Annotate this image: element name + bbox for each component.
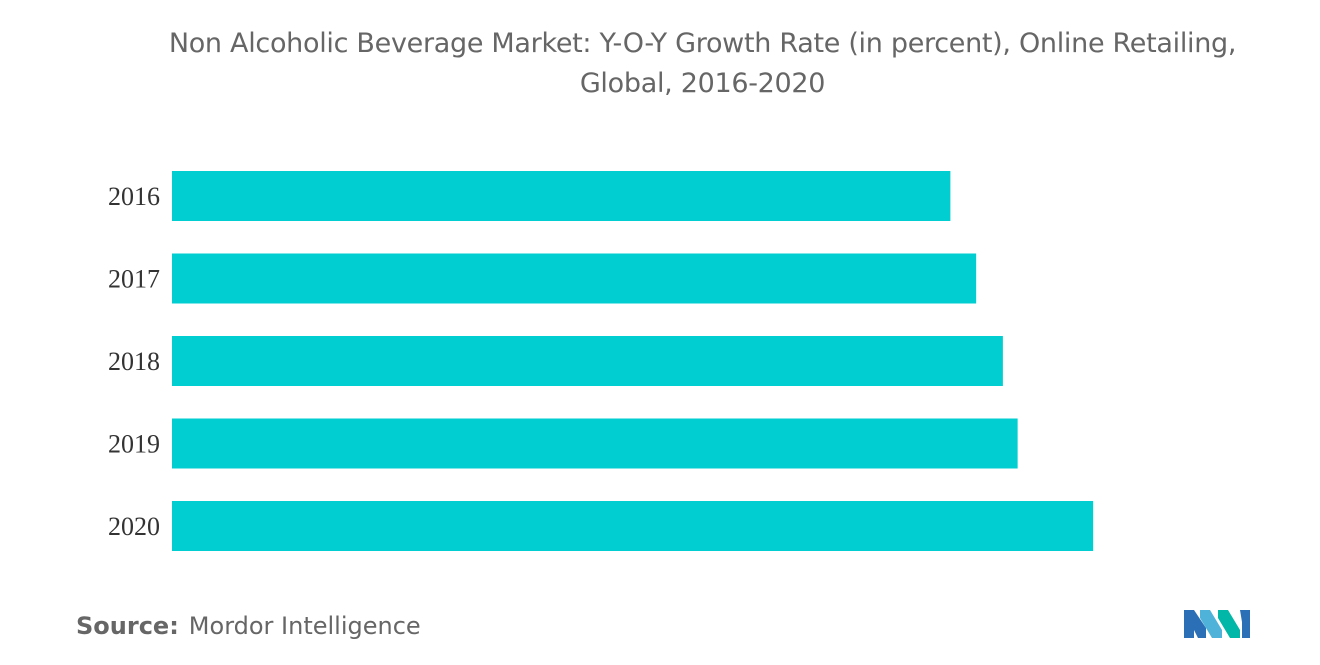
mordor-intelligence-logo-icon [1184,604,1250,642]
chart-title-line-1: Non Alcoholic Beverage Market: Y-O-Y Gro… [168,28,1237,59]
bar-2020 [172,501,1094,551]
chart-title-line-2: Global, 2016-2020 [579,68,826,99]
category-label-2017: 2017 [108,265,160,294]
source-label: Source: [76,612,179,640]
bar-2016 [172,171,951,221]
bar-2018 [172,336,1003,386]
chart-title: Non Alcoholic Beverage Market: Y-O-Y Gro… [80,24,1320,104]
category-label-2019: 2019 [108,430,160,459]
source-note: Source: Mordor Intelligence [76,612,421,640]
source-text: Mordor Intelligence [188,612,421,640]
category-label-2016: 2016 [108,182,160,211]
bar-2017 [172,253,977,304]
category-label-2018: 2018 [108,347,160,376]
category-label-2020: 2020 [108,512,160,541]
bar-2019 [172,418,1018,469]
